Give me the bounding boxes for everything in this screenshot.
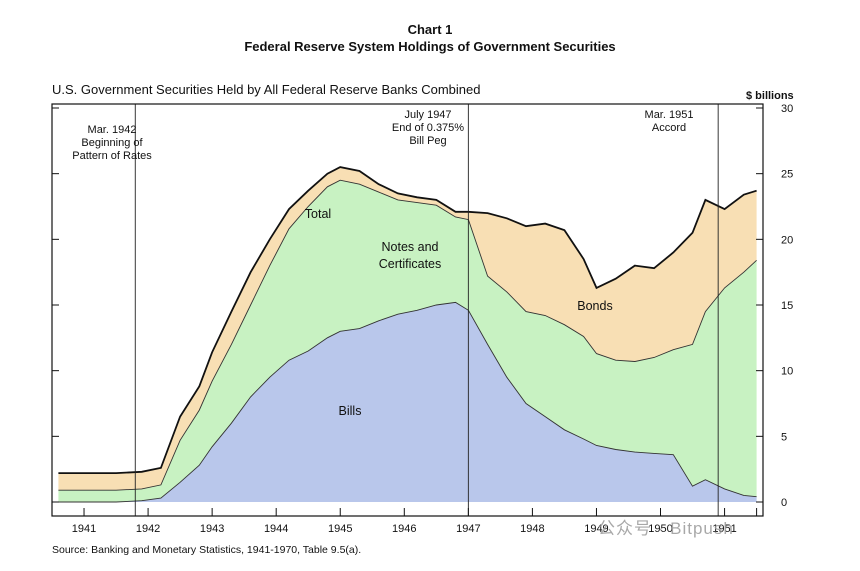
watermark: 公众号 · Bitpush [598,519,734,538]
area-label-line: Notes and [382,240,439,254]
annotation-line-text: End of 0.375% [392,122,464,134]
x-tick-label: 1947 [456,523,480,535]
area-label-line: Bills [339,404,362,418]
annotation-text: Mar. 1942 Beginning of Pattern of Rates [72,124,152,162]
area-bills [58,302,757,502]
area-layer [58,167,757,502]
boundary-line-bills [58,301,757,503]
annotation-line-text: July 1947 [404,109,451,121]
area-label-bills: Bills [339,404,362,418]
annotation-line-text: Mar. 1942 [88,124,137,136]
y-tick-label: 30 [781,103,793,115]
y-tick-label: 10 [781,366,793,378]
chart-number: Chart 1 [407,22,453,37]
area-label-total: Total [305,207,331,221]
chart-title: Federal Reserve System Holdings of Gover… [244,39,616,54]
x-tick-label: 1945 [328,523,352,535]
x-tick-label: 1951 [712,523,736,535]
annotation-line-text: Beginning of [81,137,143,149]
annotation-line-text: Mar. 1951 [645,109,694,121]
area-label-line: Certificates [379,257,442,271]
y-tick-label: 20 [781,234,793,246]
y-tick-label: 15 [781,300,793,312]
chart-subtitle: U.S. Government Securities Held by All F… [52,82,481,97]
overlay-layer: Mar. 1942 Beginning of Pattern of Rates Jul… [58,104,757,516]
source-note: Source: Banking and Monetary Statistics,… [52,544,362,556]
area-label-line: Bonds [577,299,612,313]
y-tick-label: 0 [781,497,787,509]
x-tick-label: 1946 [392,523,416,535]
x-tick-label: 1949 [584,523,608,535]
x-tick-label: 1948 [520,523,544,535]
y-tick-label: 25 [781,169,793,181]
total-line [58,166,757,474]
annotation-text: July 1947 End of 0.375% Bill Peg [392,109,464,147]
annotation-line-text: Pattern of Rates [72,150,152,162]
title-block: Chart 1 Federal Reserve System Holdings … [0,22,860,55]
area-bonds [58,167,757,491]
plot-border [51,103,764,517]
axes-frame: 0 5 10 15 20 25 30 1941 1942 1943 1944 1945 1946 1947… [51,103,793,535]
annotation-line-text: Accord [652,122,686,134]
area-label-line: Total [305,207,331,221]
annotation-line-text: Bill Peg [409,135,446,147]
x-tick-label: 1942 [136,523,160,535]
x-tick-label: 1943 [200,523,224,535]
y-tick-label: 5 [781,431,787,443]
annotation-text: Mar. 1951 Accord [645,109,694,134]
area-label-bonds: Bonds [577,299,612,313]
x-tick-label: 1944 [264,523,288,535]
area-notes-and-certificates [58,180,757,502]
x-tick-label: 1941 [72,523,96,535]
boundary-line-notes-and-certificates [58,179,757,491]
area-label-notes-and-certificates: Notes and Certificates [379,240,442,271]
x-tick-label: 1950 [648,523,672,535]
y-axis-unit-label: $ billions [746,90,794,102]
